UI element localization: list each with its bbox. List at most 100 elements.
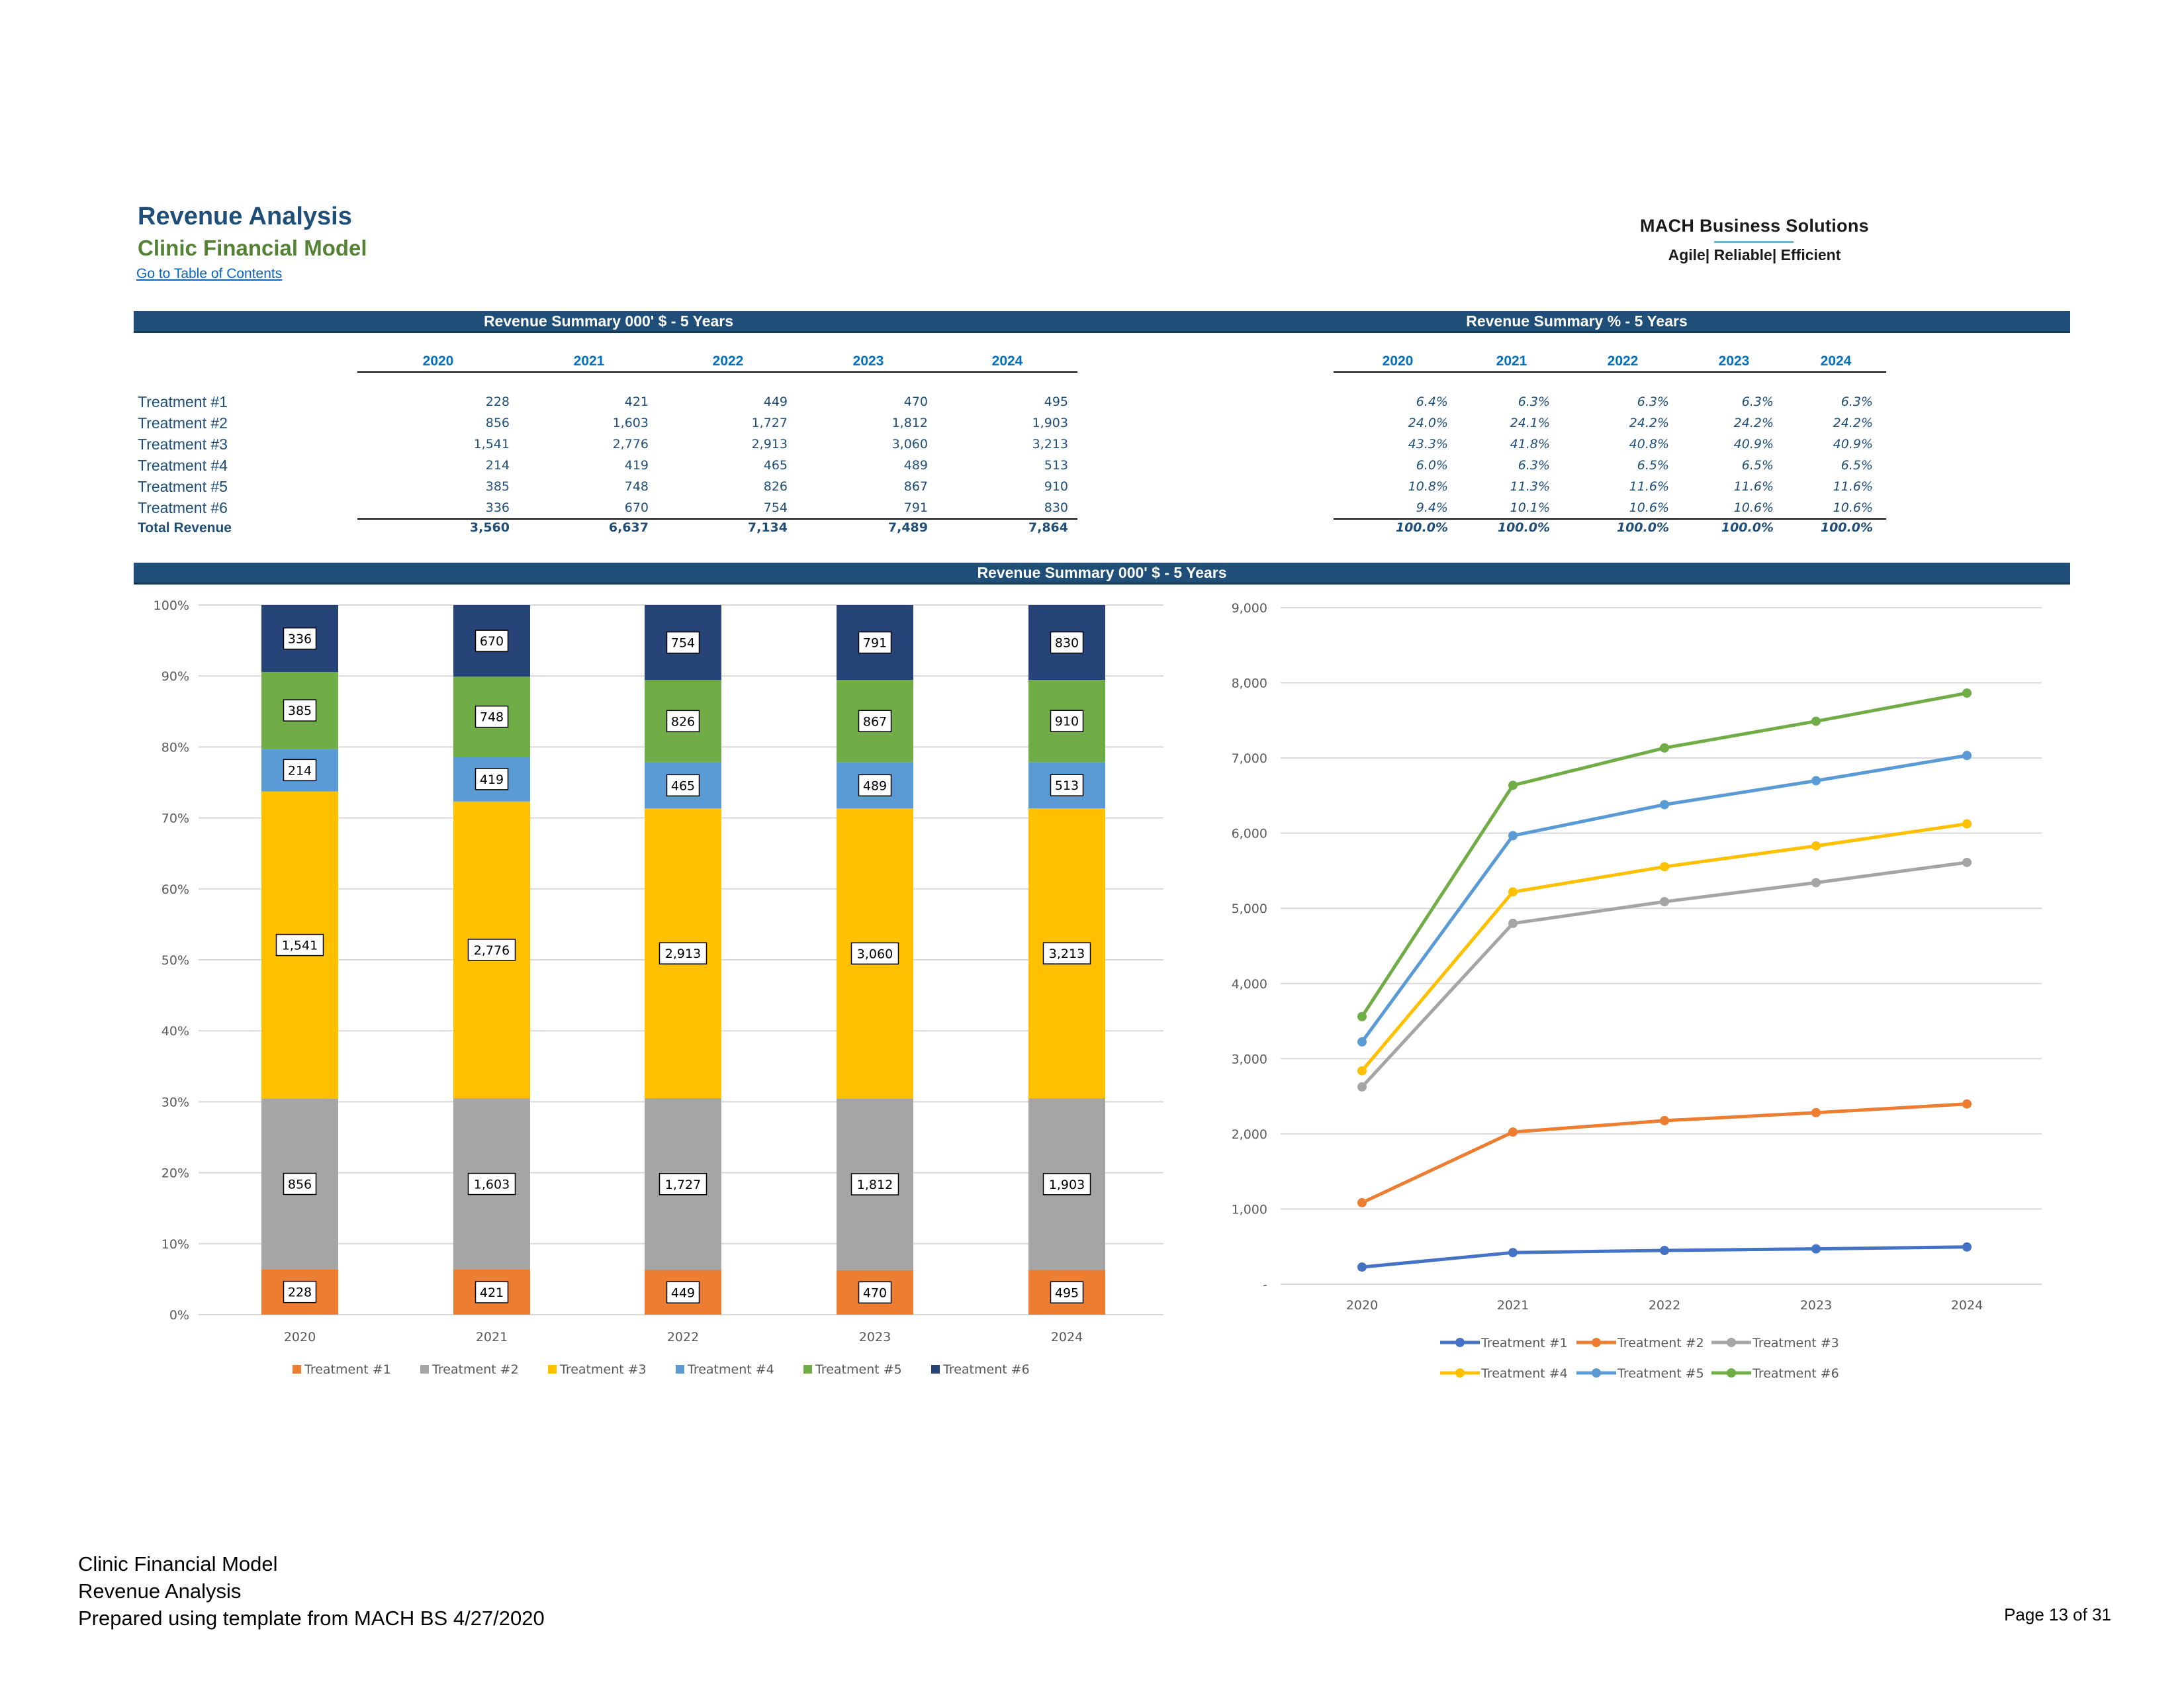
bar-legend-label: Treatment #1 bbox=[304, 1362, 391, 1377]
line-point bbox=[1811, 841, 1821, 851]
line-point bbox=[1357, 1011, 1367, 1021]
line-point bbox=[1660, 743, 1669, 753]
pct-cell: 24.1% bbox=[1510, 416, 1550, 430]
bar-legend-swatch bbox=[293, 1365, 301, 1374]
line-point bbox=[1660, 1246, 1669, 1256]
bar-legend-swatch bbox=[676, 1365, 684, 1374]
bar-data-label-box bbox=[283, 1172, 317, 1196]
bar-y-tick-label: 60% bbox=[161, 882, 189, 897]
abs-table-band: Revenue Summary 000' $ - 5 Years bbox=[134, 311, 1083, 333]
bar-data-label-box bbox=[475, 705, 509, 728]
abs-cell: 670 bbox=[624, 500, 649, 515]
abs-year-header: 2020 bbox=[422, 353, 454, 369]
abs-total-cell: 3,560 bbox=[469, 520, 510, 535]
bar-legend-swatch bbox=[420, 1365, 429, 1374]
pct-cell: 6.3% bbox=[1841, 395, 1873, 409]
abs-cell: 1,603 bbox=[612, 416, 649, 430]
bar-data-label-box bbox=[283, 699, 317, 722]
abs-total-cell: 7,489 bbox=[887, 520, 928, 535]
pct-cell: 24.2% bbox=[1629, 416, 1669, 430]
bar-y-tick-label: 0% bbox=[169, 1308, 189, 1323]
bar-data-label: 228 bbox=[288, 1286, 312, 1300]
table-of-contents-link[interactable]: Go to Table of Contents bbox=[136, 266, 283, 281]
abs-cell: 385 bbox=[485, 479, 510, 494]
line-legend-marker bbox=[1455, 1338, 1465, 1347]
bar-data-label: 856 bbox=[288, 1177, 312, 1192]
row-label: Treatment #5 bbox=[138, 478, 228, 495]
line-series bbox=[1361, 822, 1968, 1072]
bar-data-label: 1,812 bbox=[857, 1178, 893, 1192]
pct-total-cell: 100.0% bbox=[1616, 520, 1669, 535]
pct-total-cell: 100.0% bbox=[1395, 520, 1448, 535]
bar-data-label-box bbox=[666, 710, 700, 733]
abs-cell: 1,812 bbox=[891, 416, 928, 430]
bar-x-tick-label: 2022 bbox=[667, 1330, 699, 1344]
revenue-charts: 0% 10% 20% 30% 40% 50% 60% 70% 80% 90% 100% 228 856 1… bbox=[154, 598, 2042, 1381]
bar-data-label-box bbox=[850, 1173, 899, 1196]
line-y-tick-label: 4,000 bbox=[1232, 977, 1267, 992]
bar-data-label-box bbox=[659, 1173, 707, 1196]
pct-cell: 10.8% bbox=[1408, 479, 1448, 494]
bar-x-tick-label: 2020 bbox=[284, 1330, 316, 1344]
bar-data-label: 791 bbox=[863, 636, 887, 651]
line-legend-label: Treatment #2 bbox=[1617, 1336, 1704, 1350]
total-label: Total Revenue bbox=[138, 520, 232, 536]
pct-cell: 6.0% bbox=[1416, 458, 1448, 473]
line-legend-label: Treatment #4 bbox=[1480, 1366, 1568, 1381]
bar-data-label-box bbox=[858, 710, 892, 733]
bar-data-label: 1,903 bbox=[1049, 1178, 1085, 1192]
bar-data-label: 1,541 bbox=[282, 939, 318, 953]
bar-legend-label: Treatment #2 bbox=[432, 1362, 519, 1377]
abs-cell: 489 bbox=[903, 458, 928, 473]
abs-cell: 3,060 bbox=[891, 437, 928, 451]
bar-data-label: 495 bbox=[1055, 1286, 1079, 1300]
bar-data-label: 513 bbox=[1055, 778, 1079, 793]
bar-data-label-box bbox=[475, 1281, 509, 1303]
line-series bbox=[1361, 861, 1968, 1088]
line-point bbox=[1962, 1099, 1972, 1109]
bar-data-label: 748 bbox=[480, 710, 504, 725]
bar-data-label-box bbox=[1050, 631, 1084, 654]
pct-cell: 24.0% bbox=[1408, 416, 1448, 430]
pct-cell: 24.2% bbox=[1833, 416, 1873, 430]
abs-cell: 748 bbox=[624, 479, 649, 494]
line-point bbox=[1811, 1244, 1821, 1254]
abs-cell: 1,727 bbox=[751, 416, 788, 430]
line-y-tick-label: 2,000 bbox=[1232, 1127, 1267, 1142]
abs-cell: 2,776 bbox=[612, 437, 649, 451]
bar-data-label: 2,913 bbox=[665, 947, 701, 961]
bar-data-label-box bbox=[666, 1281, 700, 1304]
line-y-tick-label: 7,000 bbox=[1232, 751, 1267, 766]
line-point bbox=[1508, 1248, 1518, 1258]
line-point bbox=[1357, 1037, 1367, 1047]
line-point bbox=[1660, 897, 1669, 907]
bar-data-label-box bbox=[467, 939, 516, 961]
line-x-tick-label: 2023 bbox=[1800, 1298, 1832, 1313]
abs-cell: 826 bbox=[763, 479, 788, 494]
line-y-tick-label: 3,000 bbox=[1232, 1052, 1267, 1066]
pct-cell: 9.4% bbox=[1416, 500, 1448, 515]
pct-cell: 10.1% bbox=[1510, 500, 1550, 515]
abs-year-header: 2023 bbox=[852, 353, 884, 369]
abs-total-cell: 7,134 bbox=[747, 520, 788, 535]
abs-year-header: 2024 bbox=[991, 353, 1023, 369]
line-y-tick-label: 6,000 bbox=[1232, 827, 1267, 841]
line-y-tick-label: 9,000 bbox=[1232, 601, 1267, 616]
line-y-tick-label: - bbox=[1263, 1278, 1267, 1292]
bar-data-label: 754 bbox=[671, 636, 695, 651]
pct-cell: 6.4% bbox=[1416, 395, 1448, 409]
line-x-tick-label: 2022 bbox=[1649, 1298, 1680, 1313]
bar-data-label: 214 bbox=[288, 763, 312, 778]
bar-data-label-box bbox=[1050, 710, 1084, 732]
bar-data-label-box bbox=[1042, 942, 1091, 964]
line-legend-marker bbox=[1455, 1368, 1465, 1378]
line-point bbox=[1357, 1082, 1367, 1092]
bar-data-label-box bbox=[283, 1280, 317, 1303]
page-title: Revenue Analysis bbox=[138, 203, 352, 230]
line-series bbox=[1360, 691, 1968, 1018]
pct-cell: 6.3% bbox=[1518, 458, 1550, 473]
pct-year-header: 2023 bbox=[1718, 353, 1750, 369]
abs-total-rule bbox=[357, 518, 1077, 520]
bar-y-tick-label: 20% bbox=[161, 1166, 189, 1181]
bar-data-label: 489 bbox=[863, 778, 887, 793]
